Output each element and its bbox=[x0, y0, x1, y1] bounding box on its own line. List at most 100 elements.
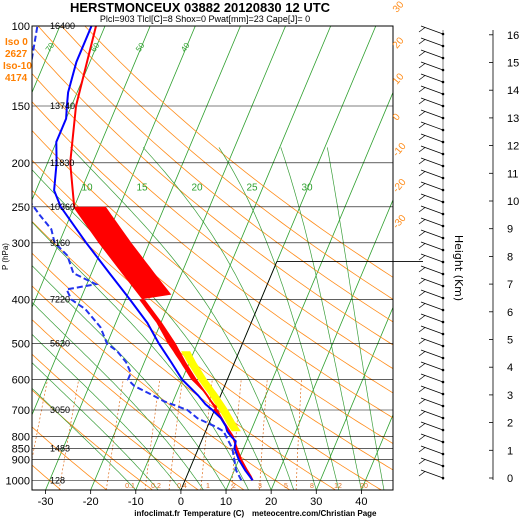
km-tick-label: 4 bbox=[507, 362, 513, 374]
wind-barb-dot bbox=[441, 236, 445, 240]
isotherm-line bbox=[90, 26, 286, 490]
wind-barb bbox=[420, 133, 444, 143]
wind-barb-dot bbox=[441, 56, 445, 60]
wind-barb bbox=[420, 145, 444, 155]
wind-barb-dot bbox=[441, 68, 445, 72]
wind-barb bbox=[420, 289, 444, 299]
wind-barb bbox=[420, 49, 444, 59]
wind-barb bbox=[420, 121, 444, 131]
height-labels: 16400 13740 11830 10360 9160 7220 5630 3050 1483… bbox=[50, 21, 75, 485]
wind-barb bbox=[420, 337, 444, 347]
y-axis-label: P (hPa) bbox=[1, 243, 10, 270]
cape-area bbox=[74, 206, 253, 481]
p-tick-label: 100 bbox=[12, 21, 30, 33]
wind-barb-dot bbox=[441, 44, 445, 48]
wind-barb bbox=[420, 253, 444, 263]
p-tick-label: 300 bbox=[12, 238, 30, 250]
wind-barb-dot bbox=[441, 332, 445, 336]
wind-barb-flag bbox=[418, 207, 426, 213]
wind-barb bbox=[420, 85, 444, 95]
wind-barb-dot bbox=[441, 344, 445, 348]
height-label: 1483 bbox=[50, 443, 70, 453]
dry-adiabat-line bbox=[61, 26, 393, 300]
wind-barb bbox=[420, 385, 444, 395]
wind-barb-flag bbox=[418, 195, 426, 201]
moist-adiabat-line bbox=[32, 387, 137, 490]
moist-adiabat-line bbox=[32, 301, 204, 490]
wind-barbs bbox=[418, 25, 445, 480]
wind-barb-dot bbox=[441, 308, 445, 312]
wind-barb-dot bbox=[441, 428, 445, 432]
km-tick-label: 11 bbox=[507, 168, 518, 180]
wind-barb-flag bbox=[418, 387, 426, 393]
wind-barb-dot bbox=[441, 128, 445, 132]
p-tick-label: 200 bbox=[12, 158, 30, 170]
wind-barb-dot bbox=[441, 164, 445, 168]
iso0-value: 2627 bbox=[5, 49, 28, 60]
mixing-ratio-line bbox=[32, 379, 48, 462]
wind-barb-flag bbox=[418, 327, 426, 333]
dry-adiabat-line bbox=[32, 129, 393, 419]
wind-barb bbox=[420, 445, 444, 455]
wind-barb-flag bbox=[418, 411, 426, 417]
wind-barb-flag bbox=[418, 75, 426, 81]
mixing-ratio-label: 1 bbox=[206, 483, 210, 490]
p-tick-label: 850 bbox=[12, 443, 30, 455]
wind-barb-dot bbox=[441, 200, 445, 204]
wind-barb-dot bbox=[441, 32, 445, 36]
dry-adiabat-line bbox=[84, 26, 393, 278]
cin-fill bbox=[181, 351, 241, 432]
height-label: 13740 bbox=[50, 101, 75, 111]
wind-barb-dot bbox=[441, 452, 445, 456]
dry-adiabat-line bbox=[32, 426, 107, 490]
height-label: 128 bbox=[50, 475, 65, 485]
wind-barb bbox=[420, 301, 444, 311]
iso10-label: Iso-10 bbox=[3, 61, 32, 72]
p-tick-label: 700 bbox=[12, 405, 30, 417]
wind-barb-flag bbox=[418, 399, 426, 405]
wind-barb-dot bbox=[441, 356, 445, 360]
wind-barb-flag bbox=[418, 159, 426, 165]
height-label: 5630 bbox=[50, 339, 70, 349]
x-tick-label: 0 bbox=[178, 496, 184, 508]
dry-adiabat-label: 30 bbox=[391, 0, 407, 15]
wind-barb bbox=[420, 205, 444, 215]
x-tick-label: -10 bbox=[128, 496, 144, 508]
dry-adiabat-line bbox=[32, 189, 393, 471]
wind-barb-flag bbox=[418, 423, 426, 429]
wind-barb bbox=[420, 397, 444, 407]
wind-barb bbox=[420, 97, 444, 107]
wind-barb bbox=[420, 373, 444, 383]
mixing-ratio-label: 5 bbox=[284, 483, 288, 490]
km-tick-label: 9 bbox=[507, 224, 513, 236]
wind-barb-dot bbox=[441, 296, 445, 300]
p-tick-label: 400 bbox=[12, 295, 30, 307]
mixing-ratio-line bbox=[144, 379, 161, 490]
km-tick-label: 15 bbox=[507, 58, 519, 70]
x-axis-label: Temperature (C) bbox=[183, 509, 245, 518]
moist-adiabat-line bbox=[326, 147, 385, 490]
dry-adiabat-line bbox=[32, 101, 393, 394]
wind-barb-dot bbox=[441, 188, 445, 192]
iso10-value: 4174 bbox=[5, 73, 28, 84]
x-tick-label: 20 bbox=[265, 496, 277, 508]
wind-barb bbox=[420, 241, 444, 251]
wind-barb bbox=[420, 61, 444, 71]
wind-barb bbox=[420, 469, 444, 479]
wind-barb-dot bbox=[441, 416, 445, 420]
height-label: 10360 bbox=[50, 202, 75, 212]
wind-barb bbox=[420, 181, 444, 191]
x-tick-label: 10 bbox=[220, 496, 232, 508]
isotherm-line bbox=[270, 198, 393, 490]
wind-barb bbox=[420, 265, 444, 275]
mixing-ratio-label: 0.2 bbox=[151, 483, 161, 490]
wind-barb bbox=[420, 157, 444, 167]
mixing-ratio-label: 0.1 bbox=[125, 483, 135, 490]
wind-barb-flag bbox=[418, 303, 426, 309]
series-line-2 bbox=[32, 26, 243, 481]
wind-barb-flag bbox=[418, 351, 426, 357]
wind-barb-flag bbox=[418, 435, 426, 441]
wind-barb bbox=[420, 229, 444, 239]
